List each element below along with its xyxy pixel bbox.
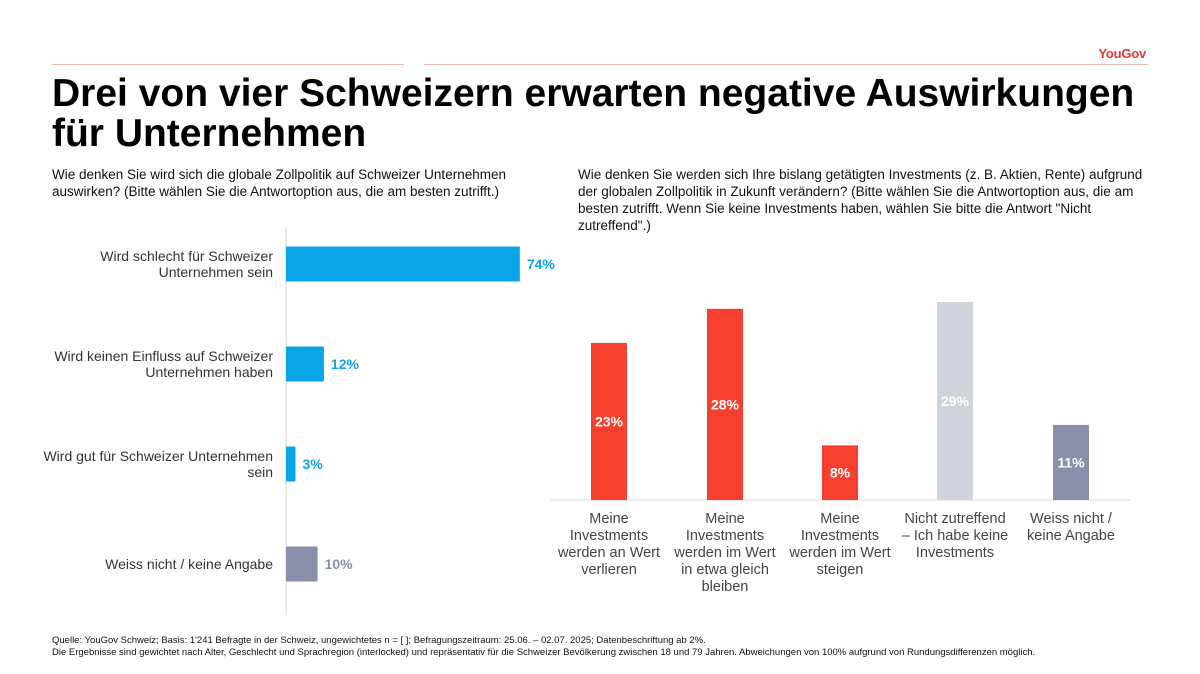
footer-source-line: Quelle: YouGov Schweiz; Basis: 1'241 Bef… [52,635,706,646]
hbar-category-label: Wird gut für Schweizer Unternehmen sein [43,448,273,480]
horizontal-bar-chart: 74% Wird schlecht für Schweizer Unternehme… [43,228,555,615]
hbar-bar [286,346,324,382]
page-title: Drei von vier Schweizern erwarten negati… [52,72,1135,155]
hbar-value-label: 10% [325,556,354,572]
vbar-bar [1053,424,1089,500]
vbar-bar [937,302,973,500]
header-rule-left [52,64,404,65]
vbar-bar [822,445,858,500]
yougov-logo: YouGov [1098,46,1146,61]
question-right: Wie denken Sie werden sich Ihre bislang … [578,167,1143,233]
vbar-value-label: 29% [941,393,970,409]
hbar-category-label: Weiss nicht / keine Angabe [105,556,273,572]
vbar-value-label: 28% [711,396,740,412]
vbar-category-label: Meine Investments werden im Wert in etwa gl… [673,511,775,595]
vbar-category-label: Meine Investments werden an Wert verlieren [557,511,660,578]
header-rule-right [424,64,1148,65]
hbar-bar [286,246,520,282]
vbar-value-label: 8% [830,465,851,481]
vbar-category-label: Nicht zutreffend – Ich habe keine Investme… [902,511,1008,561]
hbar-category-label: Wird schlecht für Schweizer Unternehmen s… [100,248,273,280]
vbar-value-label: 11% [1057,454,1085,470]
vbar-category-label: Weiss nicht / keine Angabe [1027,511,1115,544]
question-left: Wie denken Sie wird sich die globale Zol… [52,167,506,199]
hbar-bar [286,546,318,582]
hbar-value-label: 74% [527,256,556,272]
vbar-value-label: 23% [595,413,624,429]
vbar-bar [591,342,627,500]
vbar-bar [707,308,743,500]
vertical-bar-chart: 23% Meine Investments werden an Wert verlier… [551,302,1130,595]
hbar-category-label: Wird keinen Einfluss auf Schweizer Untern… [54,348,273,380]
hbar-value-label: 12% [331,356,360,372]
footer-note-line: Die Ergebnisse sind gewichtet nach Alter… [52,647,1036,658]
vbar-category-label: Meine Investments werden im Wert steigen [788,511,890,578]
hbar-bar [286,446,296,482]
hbar-value-label: 3% [302,456,323,472]
footer-source: Quelle: YouGov Schweiz; Basis: 1'241 Bef… [52,635,1162,659]
